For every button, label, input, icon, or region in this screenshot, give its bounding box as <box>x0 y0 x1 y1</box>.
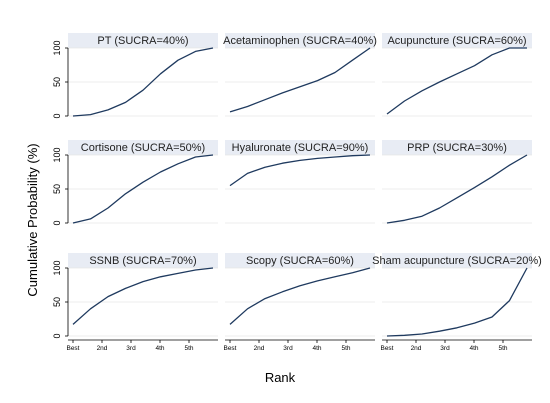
panel-title-strip <box>225 253 375 268</box>
panel-5: Hyaluronate (SUCRA=90%) <box>225 140 375 224</box>
panel-title: Cortisone (SUCRA=50%) <box>81 142 205 154</box>
x-tick-label: Best <box>223 345 236 352</box>
panel-6: PRP (SUCRA=30%) <box>382 140 532 224</box>
x-tick-label: 5th <box>341 345 350 352</box>
panel-title-strip <box>68 253 218 268</box>
panel-9: Sham acupuncture (SUCRA=20%) Best 2nd 3rd 4t… <box>372 253 542 352</box>
panel-title: Hyaluronate (SUCRA=90%) <box>232 142 369 154</box>
y-tick-label: 50 <box>52 77 62 87</box>
panel-grid: PT (SUCRA=40%) 0 50 100 Acetaminophen (SUCRA… <box>52 33 542 352</box>
x-tick-label: 4th <box>312 345 321 352</box>
y-tick-label: 100 <box>52 40 62 55</box>
panel-title-strip <box>382 140 532 155</box>
panel-title-strip <box>225 140 375 155</box>
panel-4: Cortisone (SUCRA=50%) 0 50 100 <box>52 140 218 226</box>
cumulative-rank-line <box>72 154 214 224</box>
panel-title-strip <box>382 33 532 48</box>
panel-title-strip <box>382 253 532 268</box>
panel-2: Acetaminophen (SUCRA=40%) <box>223 33 377 117</box>
panel-title: Acupuncture (SUCRA=60%) <box>387 35 526 47</box>
x-axis-label: Rank <box>265 370 296 385</box>
panel-1: PT (SUCRA=40%) 0 50 100 <box>52 33 218 119</box>
x-tick-label: 2nd <box>254 345 265 352</box>
y-tick-label: 0 <box>52 333 62 338</box>
y-tick-label: 100 <box>52 147 62 162</box>
cumulative-rank-line <box>229 154 371 187</box>
cumulative-rank-line <box>386 47 527 115</box>
panel-title: SSNB (SUCRA=70%) <box>89 255 196 267</box>
panel-title-strip <box>225 33 375 48</box>
cumulative-rank-line <box>72 47 214 117</box>
y-tick-label: 50 <box>52 184 62 194</box>
x-tick-label: 5th <box>184 345 193 352</box>
panel-title-strip <box>68 33 218 48</box>
cumulative-rank-line <box>386 267 528 337</box>
y-tick-label: 0 <box>52 220 62 225</box>
x-tick-label: 2nd <box>411 345 422 352</box>
panel-3: Acupuncture (SUCRA=60%) <box>382 33 532 117</box>
x-tick-label: 3rd <box>126 345 136 352</box>
panel-8: Scopy (SUCRA=60%) Best 2nd 3rd 4th 5th <box>223 253 375 352</box>
y-tick-label: 50 <box>52 297 62 307</box>
x-tick-label: 3rd <box>440 345 450 352</box>
panel-title: Sham acupuncture (SUCRA=20%) <box>372 255 542 267</box>
panel-title-strip <box>68 140 218 155</box>
x-tick-label: Best <box>66 345 79 352</box>
x-tick-label: 5th <box>498 345 507 352</box>
panel-title: PRP (SUCRA=30%) <box>407 142 507 154</box>
x-tick-label: 2nd <box>97 345 108 352</box>
x-tick-label: 3rd <box>283 345 293 352</box>
panel-title: Acetaminophen (SUCRA=40%) <box>223 35 377 47</box>
cumulative-rank-line <box>386 154 528 224</box>
x-tick-label: Best <box>380 345 393 352</box>
x-tick-label: 4th <box>469 345 478 352</box>
panel-7: SSNB (SUCRA=70%) 0 50 100 Best 2nd 3rd 4th 5th <box>52 253 218 352</box>
y-tick-label: 0 <box>52 113 62 118</box>
cumulative-rank-line <box>229 267 371 325</box>
y-tick-label: 100 <box>52 260 62 275</box>
panel-title: Scopy (SUCRA=60%) <box>246 255 354 267</box>
x-tick-label: 4th <box>155 345 164 352</box>
y-axis-label: Cumulative Probability (%) <box>25 143 40 296</box>
panel-title: PT (SUCRA=40%) <box>97 35 188 47</box>
cumulative-rank-line <box>229 47 371 113</box>
cumulative-rank-line <box>72 267 214 325</box>
